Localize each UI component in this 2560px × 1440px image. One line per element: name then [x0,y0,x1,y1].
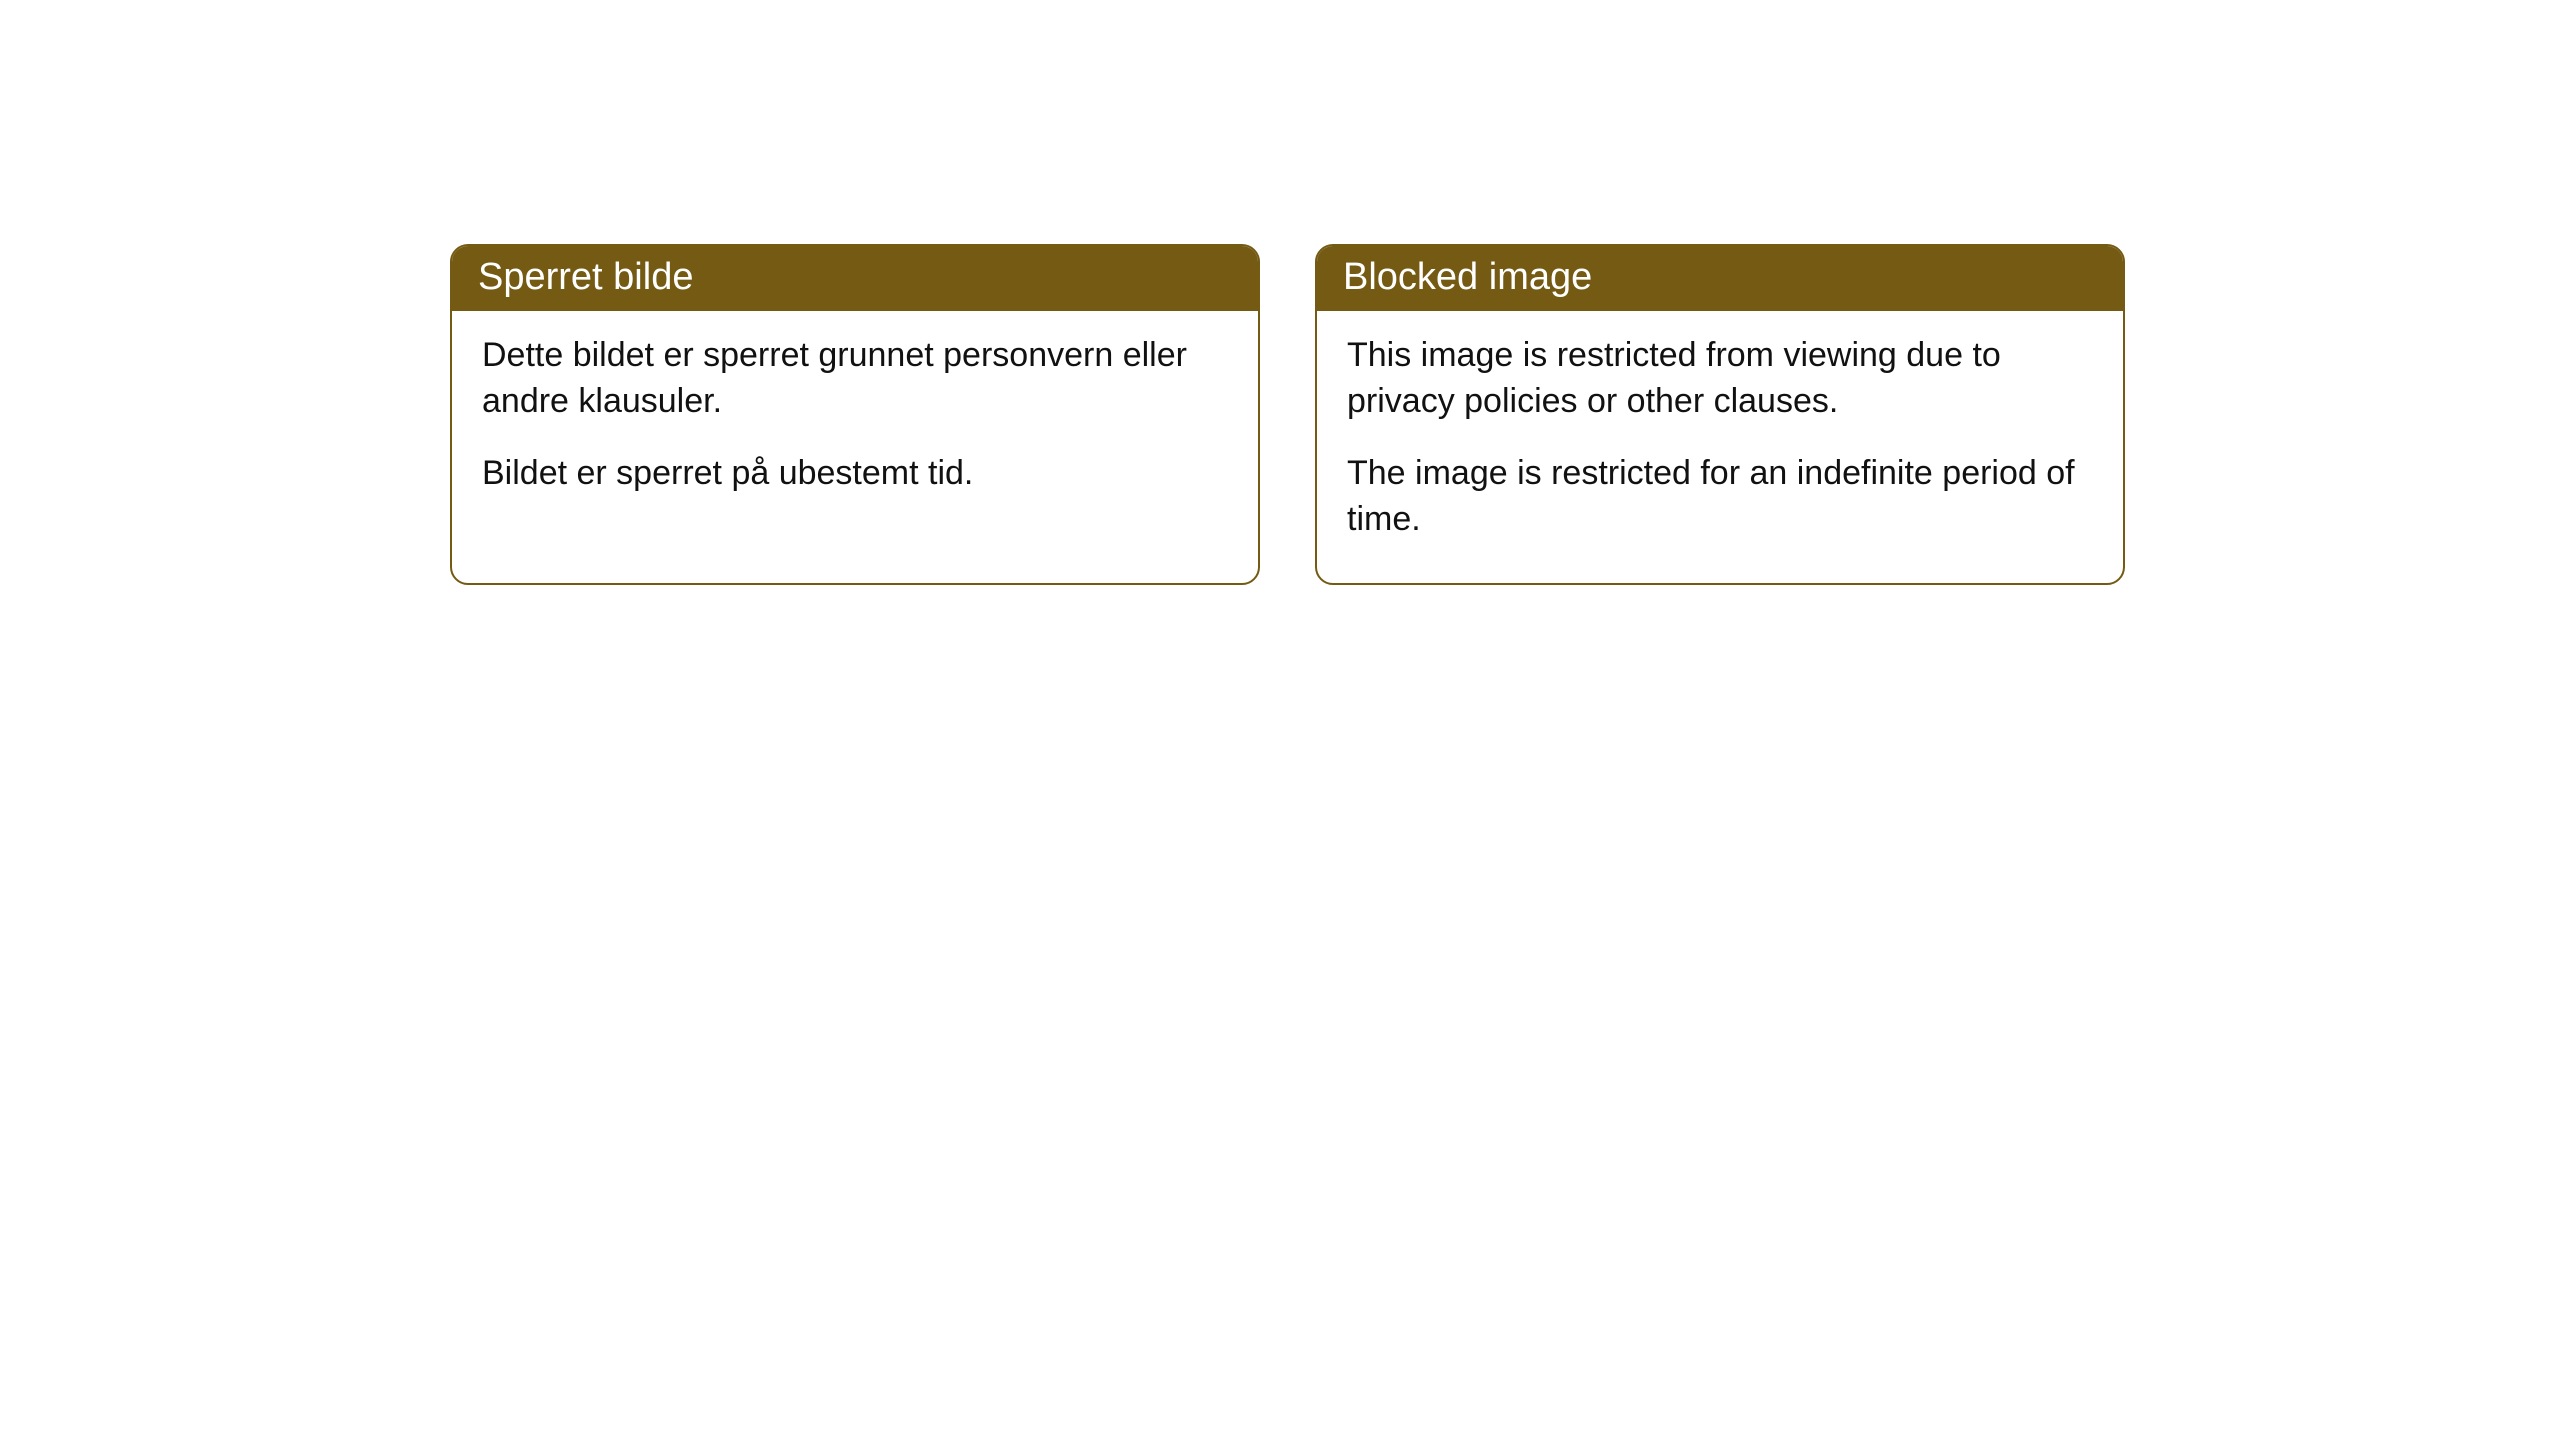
card-paragraph: The image is restricted for an indefinit… [1347,451,2093,543]
card-header-norwegian: Sperret bilde [452,246,1258,311]
card-paragraph: Bildet er sperret på ubestemt tid. [482,451,1228,497]
notice-cards-container: Sperret bilde Dette bildet er sperret gr… [450,244,2125,585]
card-paragraph: Dette bildet er sperret grunnet personve… [482,333,1228,425]
notice-card-english: Blocked image This image is restricted f… [1315,244,2125,585]
card-body-norwegian: Dette bildet er sperret grunnet personve… [452,311,1258,537]
card-paragraph: This image is restricted from viewing du… [1347,333,2093,425]
card-header-english: Blocked image [1317,246,2123,311]
card-body-english: This image is restricted from viewing du… [1317,311,2123,583]
card-title: Sperret bilde [478,256,693,298]
card-title: Blocked image [1343,256,1592,298]
notice-card-norwegian: Sperret bilde Dette bildet er sperret gr… [450,244,1260,585]
